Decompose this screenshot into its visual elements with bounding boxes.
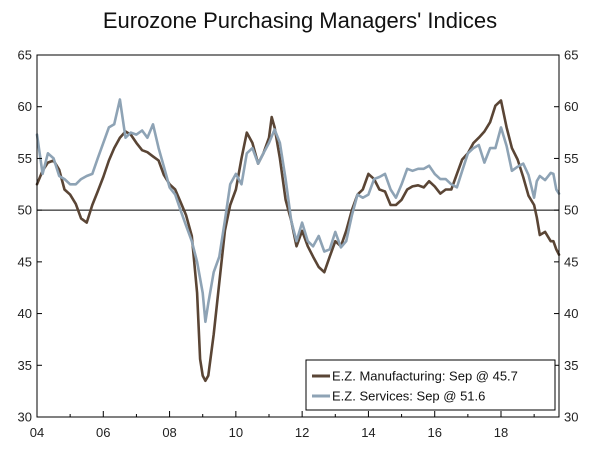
x-tick-label: 06 [96,425,110,440]
y-tick-label-right: 55 [564,151,578,166]
y-tick-label-left: 50 [18,203,32,218]
y-tick-label-left: 35 [18,358,32,373]
services-line [35,98,561,324]
y-tick-label-left: 60 [18,99,32,114]
y-tick-label-left: 45 [18,254,32,269]
x-tick-label: 18 [494,425,508,440]
y-tick-label-left: 55 [18,151,32,166]
y-tick-label-right: 50 [564,203,578,218]
y-tick-label-right: 45 [564,254,578,269]
y-tick-label-right: 60 [564,99,578,114]
legend-box [305,359,556,411]
x-tick-label: 14 [361,425,375,440]
legend-label-services: E.Z. Services: Sep @ 51.6 [332,389,485,404]
y-tick-label-left: 65 [18,48,32,63]
y-tick-label-right: 30 [564,410,578,425]
y-tick-label-right: 35 [564,358,578,373]
plot-frame [36,54,560,418]
x-tick-label: 10 [229,425,243,440]
y-tick-label-right: 40 [564,306,578,321]
chart-title: Eurozone Purchasing Managers' Indices [103,8,497,33]
x-tick-label: 08 [162,425,176,440]
y-tick-label-left: 40 [18,306,32,321]
y-tick-label-left: 30 [18,410,32,425]
x-tick-label: 16 [427,425,441,440]
x-tick-label: 12 [295,425,309,440]
y-tick-label-right: 65 [564,48,578,63]
x-tick-label: 04 [30,425,44,440]
legend-label-manufacturing: E.Z. Manufacturing: Sep @ 45.7 [332,369,518,384]
